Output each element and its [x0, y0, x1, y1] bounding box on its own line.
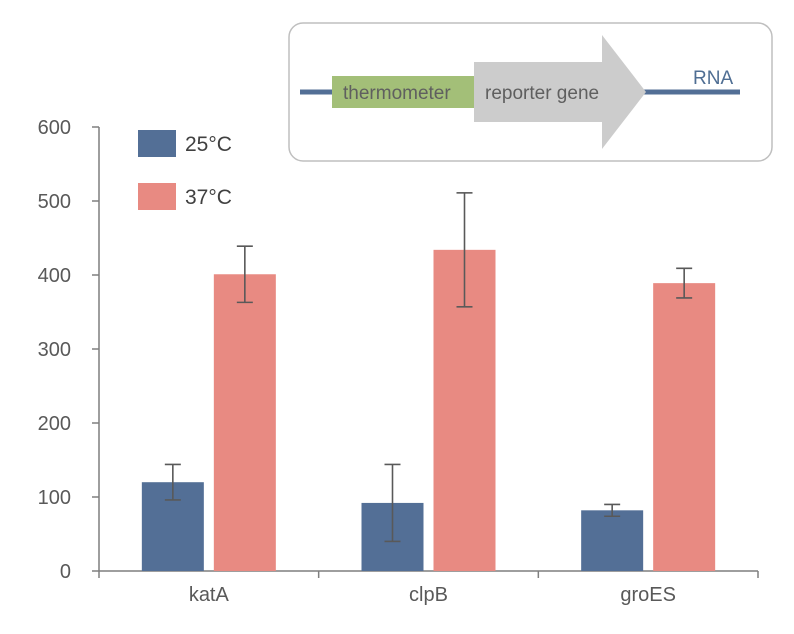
legend-swatch-37c: [138, 183, 176, 210]
legend-swatch-25c: [138, 130, 176, 157]
y-tick-label: 200: [38, 413, 71, 435]
x-tick-label: clpB: [409, 584, 448, 606]
legend-label-25c: 25°C: [185, 133, 232, 156]
bar: [581, 510, 644, 571]
legend-label-37c: 37°C: [185, 186, 232, 209]
y-tick-label: 300: [38, 339, 71, 361]
thermometer-label: thermometer: [343, 83, 451, 104]
x-tick-label: katA: [189, 584, 230, 606]
error-bars: [164, 192, 693, 543]
x-tick-label: groES: [620, 584, 676, 606]
y-ticks: 0 100 200 300 400 500 600: [38, 117, 99, 583]
legend: 25°C 37°C: [138, 130, 232, 210]
y-tick-label: 400: [38, 265, 71, 287]
construct-inset: thermometer reporter gene RNA: [288, 22, 773, 162]
y-tick-label: 500: [38, 191, 71, 213]
bar: [653, 283, 716, 571]
rna-label: RNA: [693, 68, 733, 89]
bars: [141, 249, 716, 571]
thermometer-segment: [332, 76, 474, 108]
y-tick-label: 0: [60, 561, 71, 583]
y-tick-label: 600: [38, 117, 71, 139]
x-tick-labels: katA clpB groES: [189, 584, 676, 606]
bar: [213, 274, 276, 571]
reporter-gene-label: reporter gene: [485, 83, 599, 104]
reporter-gene-arrow: [474, 35, 646, 149]
y-tick-label: 100: [38, 487, 71, 509]
x-ticks: [98, 571, 759, 578]
